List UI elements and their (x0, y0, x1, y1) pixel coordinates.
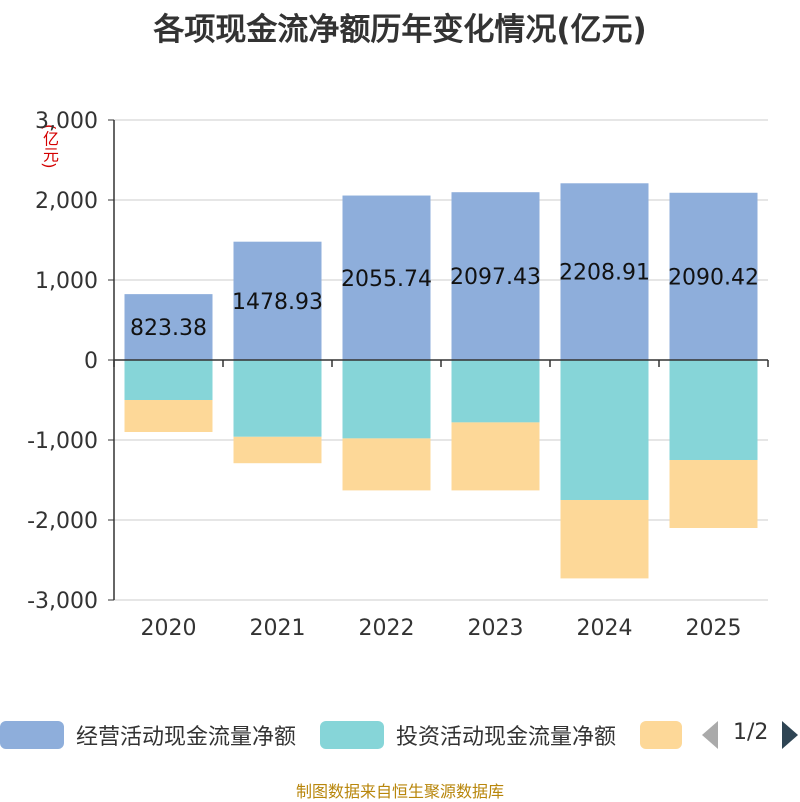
bar-financing (233, 436, 322, 464)
x-tick-label: 2023 (468, 616, 524, 641)
bar-investing (451, 360, 540, 423)
bar-operating (451, 192, 540, 360)
legend-prev-page-icon[interactable] (702, 721, 718, 749)
legend-page-indicator: 1/2 (733, 720, 769, 745)
y-tick-label: 3,000 (35, 109, 98, 134)
bar-investing (342, 360, 431, 439)
data-label: 2090.42 (668, 265, 759, 290)
bar-investing (124, 360, 213, 400)
data-label: 2097.43 (450, 265, 541, 290)
bar-investing (233, 360, 322, 437)
bar-financing (451, 422, 540, 491)
bar-operating (342, 195, 431, 360)
legend-item-investing[interactable]: 投资活动现金流量净额 (320, 712, 616, 758)
x-tick-label: 2022 (359, 616, 415, 641)
data-label: 823.38 (130, 316, 207, 341)
legend-label-investing: 投资活动现金流量净额 (396, 725, 617, 750)
y-tick-label: 1,000 (35, 269, 98, 294)
legend: 经营活动现金流量净额 投资活动现金流量净额 1/2 (0, 712, 800, 758)
x-tick-label: 2021 (250, 616, 306, 641)
legend-pager: 1/2 (700, 712, 800, 758)
bar-financing (669, 460, 758, 528)
bar-financing (560, 500, 649, 579)
data-label: 2055.74 (341, 267, 432, 292)
legend-label-operating: 经营活动现金流量净额 (76, 725, 297, 750)
bar-financing (342, 438, 431, 491)
x-tick-label: 2024 (577, 616, 633, 641)
legend-swatch-investing (320, 721, 384, 749)
bar-operating (233, 241, 322, 360)
legend-item-financing[interactable] (640, 712, 682, 758)
bar-operating (560, 183, 649, 360)
y-tick-label: 2,000 (35, 189, 98, 214)
legend-next-page-icon[interactable] (782, 721, 798, 749)
bar-operating (124, 294, 213, 360)
x-tick-label: 2020 (141, 616, 197, 641)
legend-item-operating[interactable]: 经营活动现金流量净额 (0, 712, 296, 758)
bar-investing (669, 360, 758, 460)
bar-financing (124, 400, 213, 432)
data-label: 1478.93 (232, 290, 323, 315)
data-label: 2208.91 (559, 261, 650, 286)
y-tick-label: -2,000 (27, 509, 98, 534)
legend-swatch-operating (0, 721, 64, 749)
y-tick-label: -1,000 (27, 429, 98, 454)
data-source-note: 制图数据来自恒生聚源数据库 (295, 782, 504, 801)
chart-title: 各项现金流净额历年变化情况(亿元) (153, 12, 647, 48)
y-tick-label: 0 (84, 349, 98, 374)
y-axis-unit-label: (亿元) (40, 124, 59, 169)
legend-swatch-financing (640, 721, 682, 749)
y-tick-label: -3,000 (27, 589, 98, 614)
bar-investing (560, 360, 649, 500)
x-tick-label: 2025 (686, 616, 742, 641)
bar-operating (669, 192, 758, 360)
bar-chart: 3,000 2,000 1,000 0 -1,000 -2,000 -3,000 2020 20… (27, 109, 769, 641)
